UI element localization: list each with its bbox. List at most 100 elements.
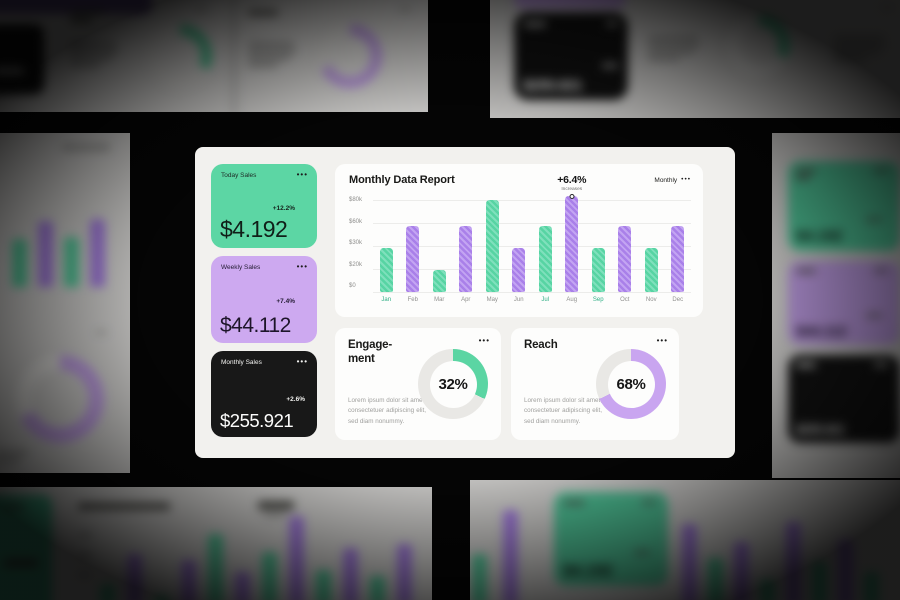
bg-text-smudge (248, 42, 294, 46)
bg-bar (682, 524, 697, 600)
y-tick-label: $20k (349, 261, 363, 268)
bg-text-smudge (563, 501, 585, 505)
stat-card-column: Today Sales ••• +12.2% $4.192 Weekly Sal… (211, 164, 317, 445)
bg-slide-bottom-left (0, 487, 432, 600)
bg-text-smudge (648, 57, 680, 61)
stat-card-weekly-sales: Weekly Sales ••• +7.4% $44.112 (211, 256, 317, 343)
bg-blur-content: ••• ••• (0, 0, 428, 112)
bar-slot-may (479, 200, 506, 292)
plot-area: +6.4% Increases (373, 174, 691, 293)
stat-card-menu-button[interactable]: ••• (296, 170, 308, 179)
x-label-mar: Mar (434, 297, 445, 303)
stat-card-value: $255.921 (220, 409, 294, 431)
bg-text-smudge (4, 559, 38, 567)
x-axis: Jan Feb Mar Apr May Jun Jul Aug Sep Oct Nov Dec (373, 297, 691, 303)
card-menu-button[interactable]: ••• (478, 336, 490, 345)
x-label-oct: Oct (620, 297, 630, 303)
bg-bar (181, 560, 196, 600)
y-tick-label: $0 (349, 283, 356, 289)
bg-menu-dots-icon: ••• (400, 5, 412, 14)
bg-slide-bottom-right: $4.192 (470, 480, 900, 600)
bg-donut-green (148, 24, 212, 88)
dashboard-slide: Today Sales ••• +12.2% $4.192 Weekly Sal… (195, 147, 735, 458)
bg-bar (127, 554, 142, 600)
bar-slot-jul (532, 200, 559, 292)
x-label-aug: Aug (566, 297, 578, 303)
x-label-jan: Jan (381, 297, 392, 303)
bg-text-smudge (602, 64, 618, 67)
engagement-donut-chart: 32% (418, 349, 488, 419)
bg-text-smudge (866, 314, 882, 317)
bg-bar (370, 576, 385, 600)
plot: $80k $60k $30k $20k $0 +6.4% Increases (349, 174, 691, 293)
bar-mar (432, 269, 446, 292)
bg-purple-card-edge (514, 0, 626, 8)
card-menu-button[interactable]: ••• (656, 336, 668, 345)
bg-bar (786, 522, 801, 600)
bg-bar (864, 572, 879, 600)
stat-card-label: Today Sales (221, 172, 257, 179)
stat-card-label: Monthly Sales (221, 359, 262, 366)
bg-bar (289, 516, 304, 600)
x-label-may: May (486, 297, 498, 303)
card-body-text: Lorem ipsum dolor sit amet, consectetuer… (348, 396, 426, 425)
marker-pin-icon (569, 194, 575, 200)
bg-bar (397, 544, 412, 600)
bg-bar (503, 510, 518, 600)
bg-bar-chart (96, 487, 432, 600)
bg-text-smudge (634, 551, 650, 554)
bar-slot-nov (638, 200, 665, 292)
bg-bar-chart (470, 480, 540, 600)
bg-title-smudge (78, 503, 170, 510)
bar-sep (591, 247, 605, 292)
stat-card-value: $44.112 (220, 314, 291, 337)
reach-card: Reach ••• Lorem ipsum dolor sit amet, co… (511, 328, 679, 440)
bar-may (485, 200, 499, 292)
monthly-data-report-card: Monthly Data Report Monthly ••• $80k $60k… (335, 164, 703, 317)
stat-card-change: +2.6% (286, 396, 305, 403)
stat-card-change: +12.2% (272, 205, 295, 212)
bg-slide-top-left: ••• ••• (0, 0, 428, 112)
y-axis: $80k $60k $30k $20k $0 (349, 197, 373, 289)
bar-slot-feb (400, 200, 427, 292)
bg-annotation-smudge (264, 513, 286, 517)
bg-text-smudge (70, 18, 92, 23)
bar-feb (406, 225, 420, 292)
y-tick-label: $80k (349, 197, 363, 203)
stat-card-menu-button[interactable]: ••• (296, 262, 308, 271)
bg-bar (708, 558, 723, 600)
bg-text-smudge (0, 68, 24, 74)
bg-bar (100, 584, 115, 600)
bg-text-smudge (874, 169, 888, 172)
x-label-jun: Jun (513, 297, 524, 303)
bg-text-smudge (248, 63, 278, 67)
bg-bar (90, 219, 105, 287)
bar-dec (671, 225, 685, 292)
bg-bar-chart (6, 163, 124, 287)
y-tick-label: $60k (349, 218, 363, 225)
bg-text-smudge (648, 43, 700, 47)
gridline (373, 292, 691, 293)
bg-card-value: $255.921 (796, 422, 845, 437)
stat-card-change: +7.4% (276, 298, 295, 305)
stat-card-monthly-sales: Monthly Sales ••• +2.6% $255.921 (211, 351, 317, 437)
bg-bar (472, 554, 487, 600)
bg-card-value: $44.112 (796, 323, 847, 340)
bg-bar (812, 562, 827, 600)
bg-bar (316, 570, 331, 600)
period-selector-button[interactable]: Monthly ••• (654, 176, 691, 183)
bg-slide-right: $4.192 $44.112 $255.921 (772, 133, 900, 478)
bg-bar (734, 542, 749, 600)
bg-bar (38, 221, 53, 287)
bg-slide-left: ••• (0, 133, 130, 473)
x-label-apr: Apr (461, 297, 471, 303)
annotation-value: +6.4% (557, 174, 587, 186)
stat-card-menu-button[interactable]: ••• (296, 357, 308, 366)
bg-blur-content: ••• (0, 133, 130, 473)
stat-card-label: Weekly Sales (221, 264, 261, 271)
bg-text-smudge (606, 22, 618, 25)
bg-menu-dots-icon: ••• (196, 5, 208, 14)
bg-donut-purple (16, 355, 104, 443)
bar-slot-apr (453, 200, 480, 292)
